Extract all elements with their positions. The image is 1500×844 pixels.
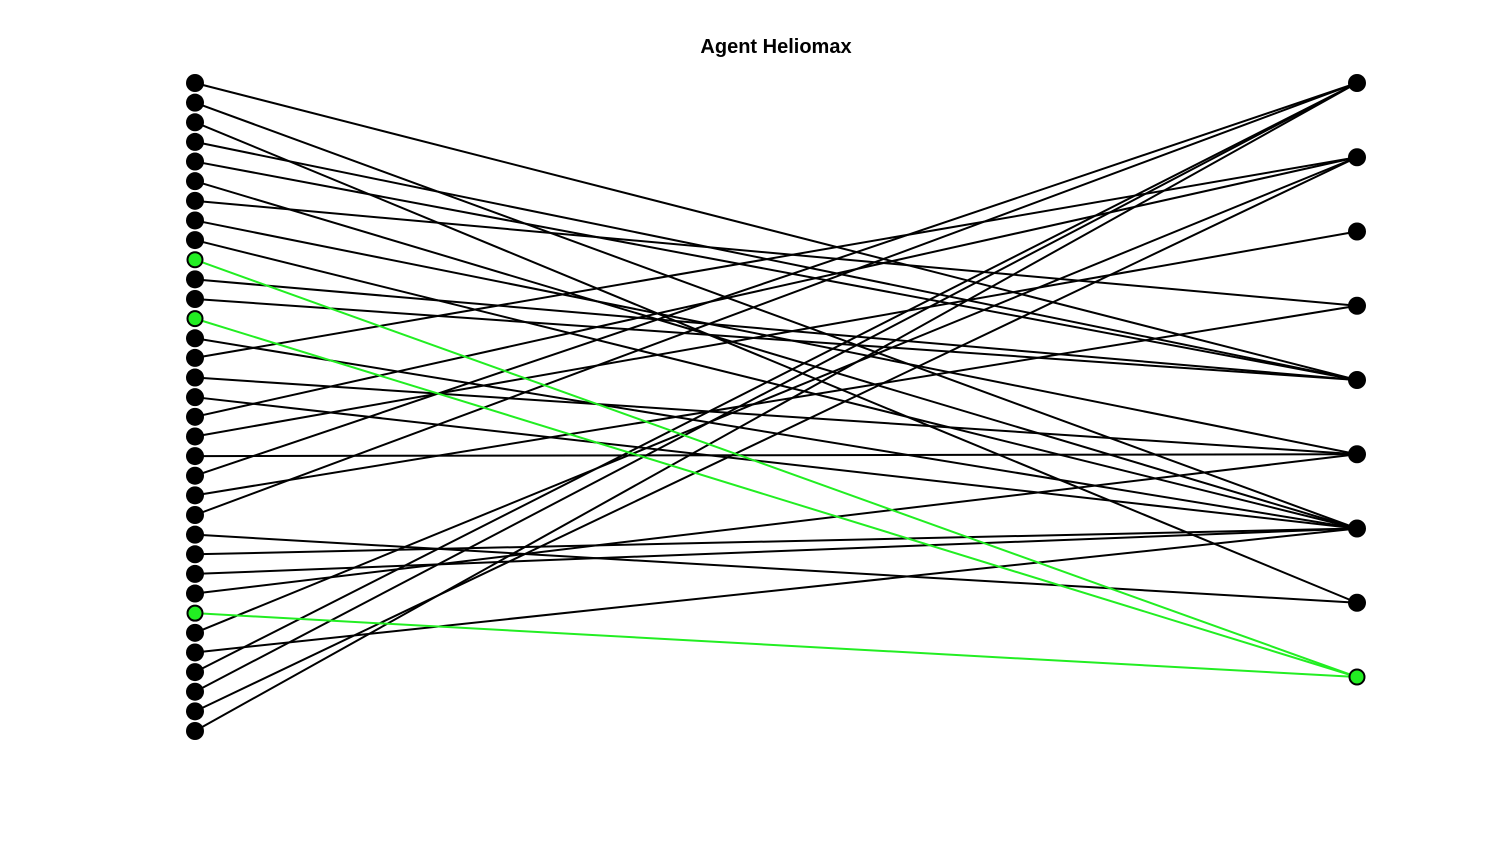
left-node xyxy=(186,113,204,132)
edge xyxy=(194,396,1358,530)
highlighted-edge xyxy=(194,612,1358,678)
edge xyxy=(194,453,1358,595)
right-node xyxy=(1348,445,1366,464)
edge xyxy=(194,156,1358,634)
left-node xyxy=(186,231,204,250)
left-node xyxy=(186,643,204,662)
left-node xyxy=(186,329,204,348)
edge xyxy=(194,533,1358,604)
edge xyxy=(194,527,1358,575)
edge xyxy=(194,82,1358,732)
edge xyxy=(194,376,1358,456)
left-node xyxy=(186,211,204,230)
edge xyxy=(194,82,1358,477)
edge xyxy=(194,160,1358,381)
edge xyxy=(194,82,1358,673)
left-node xyxy=(186,74,204,92)
right-node xyxy=(1348,519,1366,538)
edge xyxy=(194,298,1358,381)
edge xyxy=(194,82,1358,693)
highlighted-edge xyxy=(194,258,1358,678)
edge xyxy=(194,180,1358,530)
left-node xyxy=(186,564,204,583)
left-node xyxy=(186,722,204,740)
left-node xyxy=(186,584,204,603)
left-node xyxy=(186,702,204,721)
edge xyxy=(194,527,1358,556)
edge xyxy=(194,230,1358,438)
edge-layer xyxy=(194,82,1358,732)
edge xyxy=(194,82,1358,516)
edge xyxy=(194,121,1358,604)
left-node xyxy=(186,290,204,308)
left-node xyxy=(186,93,204,112)
edge xyxy=(194,453,1358,458)
left-node xyxy=(186,152,204,171)
edge xyxy=(194,219,1358,456)
left-node xyxy=(186,623,204,642)
left-node-highlighted xyxy=(186,251,204,269)
left-node xyxy=(186,525,204,544)
edge xyxy=(194,101,1358,530)
edge xyxy=(194,304,1358,497)
edge xyxy=(194,239,1358,530)
left-node xyxy=(186,348,204,367)
left-node xyxy=(186,368,204,387)
left-node xyxy=(186,132,204,151)
left-node xyxy=(186,172,204,191)
left-node xyxy=(186,270,204,289)
left-node xyxy=(186,447,204,466)
left-node xyxy=(186,388,204,407)
left-node xyxy=(186,486,204,505)
right-node xyxy=(1348,593,1366,612)
graph-title: Agent Heliomax xyxy=(700,36,852,58)
edge xyxy=(194,156,1358,359)
left-node-highlighted xyxy=(186,310,204,328)
left-node xyxy=(186,427,204,446)
left-node xyxy=(186,663,204,682)
right-node xyxy=(1348,371,1366,389)
right-node-highlighted xyxy=(1348,668,1366,686)
edge xyxy=(194,199,1358,307)
left-node xyxy=(186,682,204,701)
left-node xyxy=(186,191,204,210)
edge xyxy=(194,278,1358,381)
right-node xyxy=(1348,296,1366,315)
right-node xyxy=(1348,148,1366,167)
right-node xyxy=(1348,222,1366,241)
edge xyxy=(194,82,1358,381)
edge xyxy=(194,156,1358,713)
left-node xyxy=(186,466,204,485)
edge xyxy=(194,140,1358,381)
left-node-highlighted xyxy=(186,604,204,622)
edge xyxy=(194,156,1358,418)
left-node xyxy=(186,545,204,564)
edge xyxy=(194,527,1358,654)
left-node xyxy=(186,407,204,426)
left-node xyxy=(186,506,204,524)
node-layer xyxy=(186,74,1366,740)
highlighted-edge xyxy=(194,317,1358,678)
right-node xyxy=(1348,74,1366,92)
